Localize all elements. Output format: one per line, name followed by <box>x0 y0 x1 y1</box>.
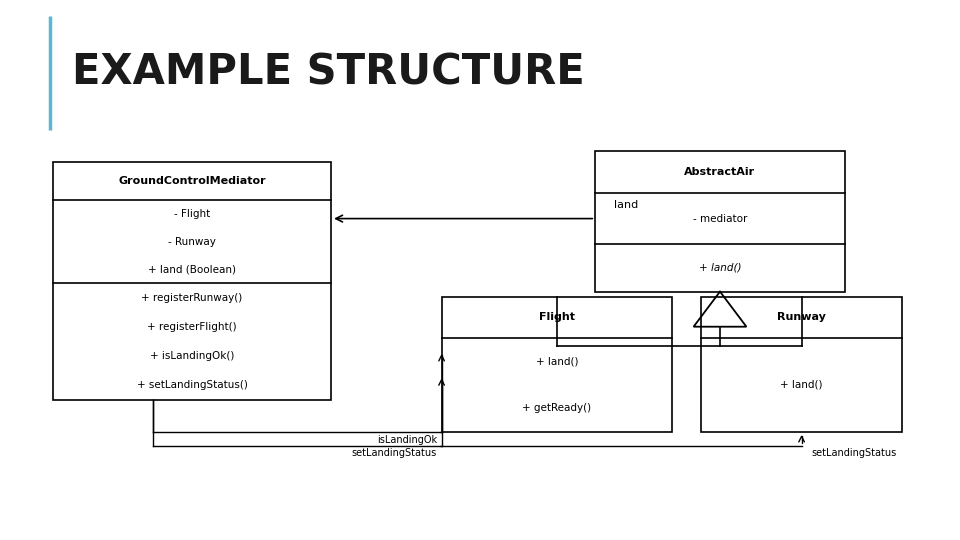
Text: + land(): + land() <box>699 263 741 273</box>
Text: - Flight: - Flight <box>174 209 210 219</box>
Text: + isLandingOk(): + isLandingOk() <box>150 351 234 361</box>
Text: - mediator: - mediator <box>693 214 747 224</box>
Bar <box>595 151 845 292</box>
Text: + getReady(): + getReady() <box>522 403 591 414</box>
Bar <box>53 162 331 400</box>
Text: setLandingStatus: setLandingStatus <box>351 448 437 458</box>
Text: land: land <box>614 200 638 211</box>
Bar <box>701 297 902 432</box>
Bar <box>442 297 672 432</box>
Text: + land(): + land() <box>536 356 578 366</box>
Text: + registerFlight(): + registerFlight() <box>147 322 237 332</box>
Text: + setLandingStatus(): + setLandingStatus() <box>136 380 248 390</box>
Text: Flight: Flight <box>539 312 575 322</box>
Text: EXAMPLE STRUCTURE: EXAMPLE STRUCTURE <box>72 52 585 94</box>
Text: + land (Boolean): + land (Boolean) <box>148 264 236 274</box>
Text: + registerRunway(): + registerRunway() <box>141 293 243 303</box>
Text: - Runway: - Runway <box>168 237 216 247</box>
Text: Runway: Runway <box>778 312 826 322</box>
Text: GroundControlMediator: GroundControlMediator <box>118 176 266 186</box>
Text: AbstractAir: AbstractAir <box>684 167 756 177</box>
Text: isLandingOk: isLandingOk <box>376 435 437 445</box>
Text: + land(): + land() <box>780 380 823 390</box>
Text: setLandingStatus: setLandingStatus <box>811 448 897 458</box>
